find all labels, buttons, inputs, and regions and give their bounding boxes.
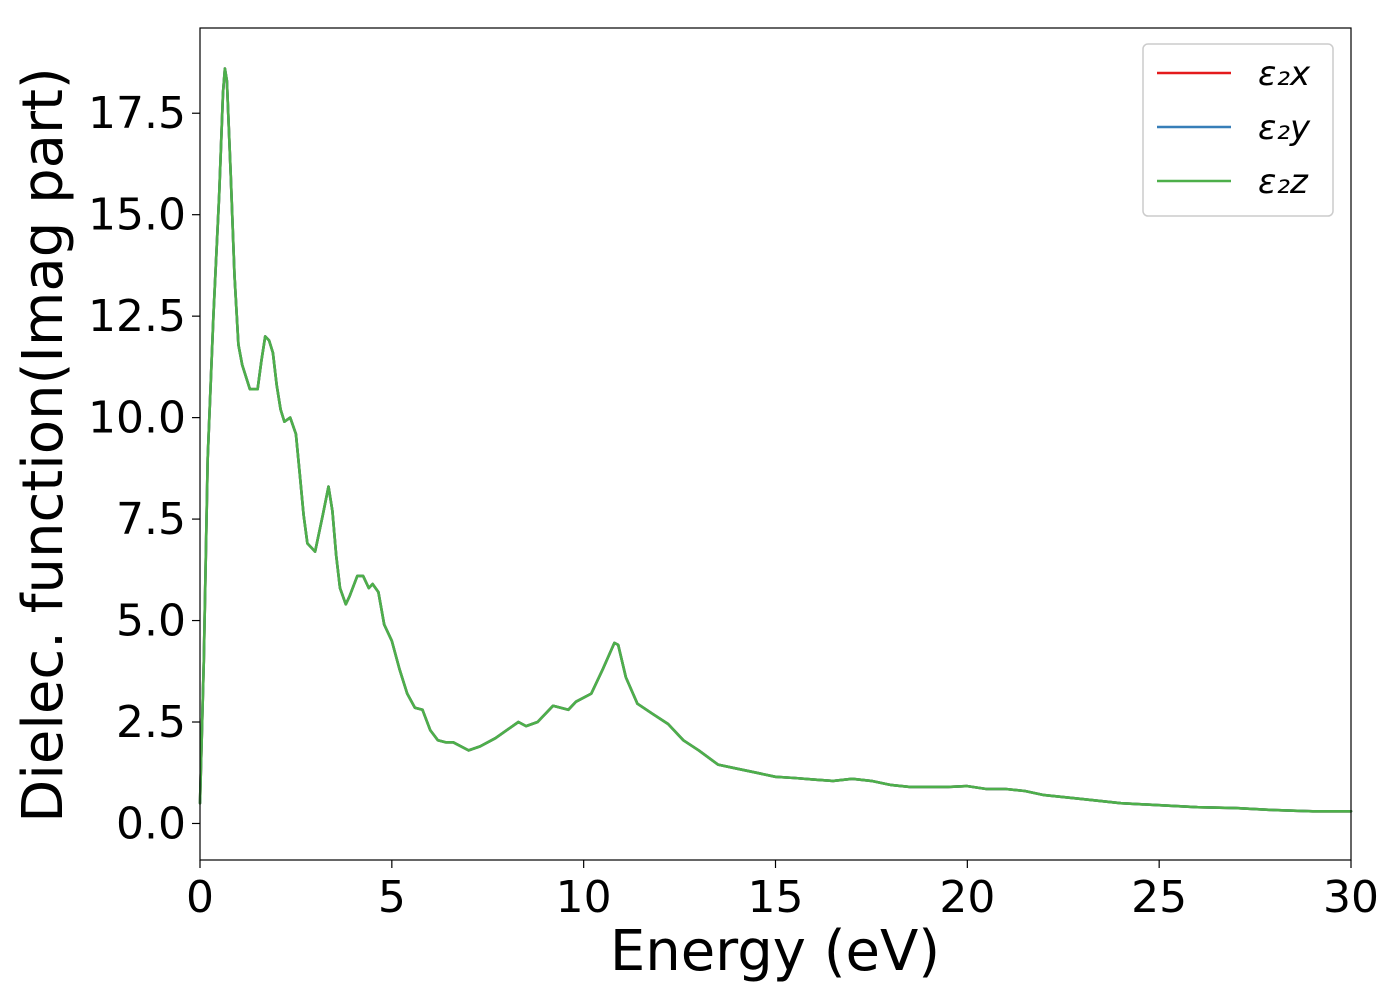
y-tick-label: 15.0 [88, 190, 186, 241]
x-tick-label: 20 [939, 872, 995, 923]
y-tick-label: 2.5 [116, 697, 186, 748]
x-tick-label: 10 [556, 872, 612, 923]
legend-frame [1142, 43, 1334, 217]
y-tick-label: 10.0 [88, 393, 186, 444]
y-tick-label: 7.5 [116, 494, 186, 545]
x-tick-label: 0 [186, 872, 214, 923]
x-tick-label: 15 [748, 872, 804, 923]
y-tick-label: 0.0 [116, 798, 186, 849]
legend-label: ε₂y [1258, 108, 1311, 148]
y-tick-label: 12.5 [88, 291, 186, 342]
x-axis: 0 5 10 15 20 25 30 [186, 860, 1379, 923]
legend-label: ε₂x [1258, 54, 1311, 94]
y-axis-label: Dielec. function(Imag part) [11, 67, 76, 823]
x-tick-label: 25 [1131, 872, 1187, 923]
y-tick-label: 17.5 [88, 88, 186, 139]
series-layer [198, 67, 1353, 813]
x-axis-label: Energy (eV) [610, 919, 940, 984]
y-tick-label: 5.0 [116, 596, 186, 647]
legend-label: ε₂z [1258, 162, 1309, 202]
y-axis: 0.0 2.5 5.0 7.5 10.0 12.5 15.0 17.5 [88, 88, 200, 849]
x-tick-label: 5 [378, 872, 406, 923]
legend: ε₂x ε₂y ε₂z [1142, 43, 1334, 217]
x-tick-label: 30 [1323, 872, 1379, 923]
series-line-2 [198, 67, 1353, 813]
